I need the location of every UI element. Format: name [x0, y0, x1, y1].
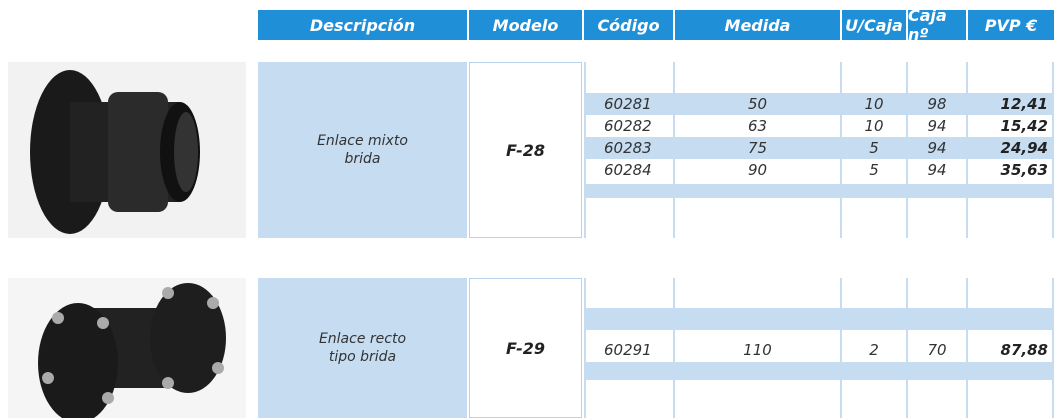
column-line	[584, 62, 586, 238]
column-line	[840, 278, 842, 418]
column-line	[1052, 62, 1054, 238]
pvp: 24,94	[1000, 139, 1048, 157]
column-line	[673, 62, 675, 238]
codigo: 60282	[604, 117, 652, 135]
description-cell: Enlace recto tipo brida	[258, 278, 467, 418]
column-line	[906, 62, 908, 238]
medida: 110	[743, 341, 772, 359]
product-image	[8, 62, 246, 238]
column-header: Descripción	[258, 10, 467, 40]
row-stripe	[584, 184, 1054, 198]
u-caja: 5	[869, 139, 879, 157]
column-header: Caja nº	[908, 6, 966, 44]
model: F-28	[505, 140, 546, 160]
column-header: U/Caja	[842, 10, 906, 40]
medida: 90	[747, 161, 768, 179]
codigo: 60281	[604, 95, 652, 113]
model: F-29	[505, 338, 546, 358]
description: Enlace recto tipo brida	[318, 331, 407, 365]
caja: 94	[927, 139, 947, 157]
pvp: 35,63	[1000, 161, 1048, 179]
column-line	[840, 62, 842, 238]
product-image	[8, 278, 246, 418]
codigo: 60283	[604, 139, 652, 157]
codigo: 60284	[604, 161, 652, 179]
column-line	[1052, 278, 1054, 418]
model-cell: F-29	[469, 278, 582, 418]
column-header: Modelo	[469, 10, 582, 40]
column-header: PVP €	[968, 10, 1054, 40]
u-caja: 2	[869, 341, 879, 359]
codigo: 60291	[604, 341, 652, 359]
medida: 75	[747, 139, 768, 157]
description-cell: Enlace mixto brida	[258, 62, 467, 238]
column-header: Medida	[675, 10, 840, 40]
row-stripe	[584, 137, 1054, 159]
medida: 50	[747, 95, 768, 113]
pvp: 15,42	[1000, 117, 1048, 135]
description: Enlace mixto brida	[317, 133, 408, 167]
pvp: 87,88	[1000, 341, 1048, 359]
column-line	[966, 278, 968, 418]
pvp: 12,41	[1000, 95, 1048, 113]
row-stripe	[584, 362, 1054, 380]
model-cell: F-28	[469, 62, 582, 238]
column-line	[584, 278, 586, 418]
caja: 94	[927, 117, 947, 135]
caja: 94	[927, 161, 947, 179]
column-line	[673, 278, 675, 418]
column-header: Código	[584, 10, 673, 40]
row-stripe	[584, 93, 1054, 115]
u-caja: 5	[869, 161, 879, 179]
column-line	[906, 278, 908, 418]
row-stripe	[584, 308, 1054, 330]
caja: 70	[927, 341, 947, 359]
caja: 98	[927, 95, 947, 113]
u-caja: 10	[864, 95, 884, 113]
column-line	[966, 62, 968, 238]
medida: 63	[747, 117, 768, 135]
u-caja: 10	[864, 117, 884, 135]
